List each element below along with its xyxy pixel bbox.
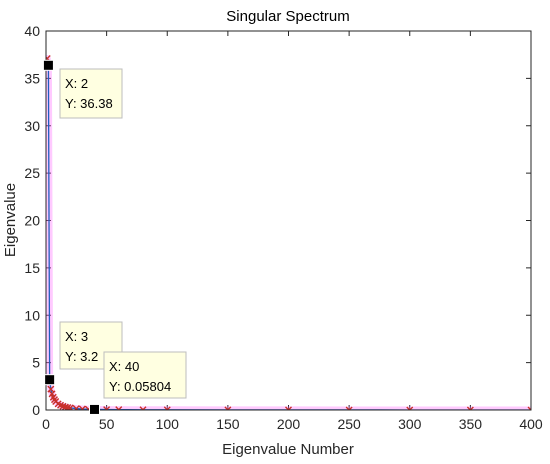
y-tick-label-2: 10 xyxy=(24,307,40,323)
plot-frame xyxy=(45,30,532,411)
datatip-box-2 xyxy=(103,351,187,399)
datatip-marker-0 xyxy=(42,59,54,71)
x-tick-label-6: 300 xyxy=(398,416,422,432)
x-tick-label-1: 50 xyxy=(99,416,115,432)
datatip-y-text-2: Y: 0.05804 xyxy=(109,379,171,394)
y-tick-label-4: 20 xyxy=(24,213,40,229)
ticks-layer: 0 50 100 150 200 250 300 350 400 0 5 10 15 20 25 30 35 40 xyxy=(24,23,542,432)
y-tick-label-8: 40 xyxy=(24,23,40,39)
x-tick-label-8: 400 xyxy=(519,416,543,432)
y-tick-label-5: 25 xyxy=(24,165,40,181)
y-tick-label-1: 5 xyxy=(32,355,40,371)
y-tick-label-6: 30 xyxy=(24,118,40,134)
y-tick-label-0: 0 xyxy=(32,402,40,418)
data-point-marker-0-27 xyxy=(527,406,531,410)
datatip-y-text-1: Y: 3.2 xyxy=(65,349,98,364)
x-tick-label-5: 250 xyxy=(337,416,361,432)
x-tick-label-2: 100 xyxy=(156,416,180,432)
y-axis-title: Eigenvalue xyxy=(2,183,19,257)
datatip-box-0 xyxy=(59,68,123,119)
y-tick-label-3: 15 xyxy=(24,260,40,276)
chart-title: Singular Spectrum xyxy=(226,8,349,25)
datatip-layer: X: 2 Y: 36.38 X: 3 Y: 3.2 X: 40 Y: 0.05804 xyxy=(42,59,187,415)
y-tick-label-7: 35 xyxy=(24,70,40,86)
x-tick-label-0: 0 xyxy=(42,416,50,432)
datatip-y-text-0: Y: 36.38 xyxy=(65,96,113,111)
datatip-x-text-2: X: 40 xyxy=(109,359,139,374)
datatip-x-text-0: X: 2 xyxy=(65,76,88,91)
x-tick-label-4: 200 xyxy=(277,416,301,432)
data-point-marker-0-14 xyxy=(72,405,80,410)
x-tick-label-3: 150 xyxy=(216,416,240,432)
plot-background xyxy=(46,31,531,410)
datatip-x-text-1: X: 3 xyxy=(65,329,88,344)
x-tick-label-7: 350 xyxy=(459,416,483,432)
datatip-marker-1 xyxy=(44,374,56,386)
x-axis-title: Eigenvalue Number xyxy=(222,441,354,458)
data-point-marker-0-15 xyxy=(78,405,86,410)
datatip-marker-2 xyxy=(89,403,100,415)
